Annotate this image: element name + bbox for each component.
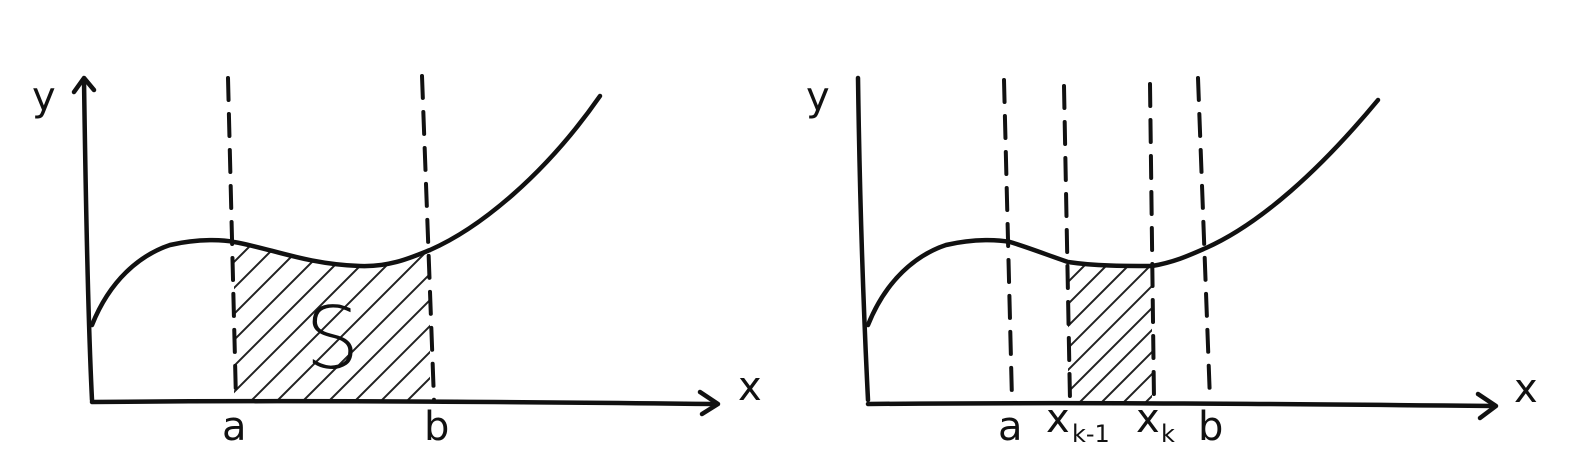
right-hatch-line [1068, 262, 1135, 402]
left-hatch-line [379, 242, 430, 402]
right-y-axis [855, 75, 871, 403]
right-xk-minus-1-label: x [1046, 396, 1070, 442]
right-panel: y x a b x k-1 x k [806, 74, 1538, 450]
left-x-arrowhead [697, 389, 721, 417]
left-hatch-line [234, 242, 287, 402]
left-y-arrowhead [71, 75, 97, 95]
right-x-axis-label: x [1514, 366, 1538, 412]
left-hatched-region [234, 242, 430, 402]
right-x-arrowhead [1475, 391, 1499, 421]
left-hatch-line [234, 242, 313, 402]
right-bound-b-label: b [1198, 404, 1223, 450]
right-bound-b-line [1196, 76, 1212, 402]
left-hatch-line [275, 242, 430, 402]
left-x-axis-label: x [738, 364, 762, 410]
right-xk-line [1148, 82, 1156, 402]
left-hatch-line [234, 242, 339, 402]
left-hatch-line [405, 242, 430, 402]
left-bound-b-label: b [424, 404, 449, 450]
right-bound-a-label: a [998, 404, 1023, 450]
left-y-axis [81, 77, 95, 403]
left-region-label: S [305, 289, 360, 389]
right-x-axis [865, 400, 1497, 409]
right-hatch-line [1068, 262, 1069, 402]
right-xk-minus-1-subscript: k-1 [1072, 420, 1110, 448]
left-hatch-line [353, 242, 430, 402]
right-hatch-line [1068, 262, 1152, 402]
right-hatch-line [1068, 262, 1152, 402]
right-hatch-line [1123, 262, 1152, 402]
left-bound-b-line [420, 74, 436, 402]
right-hatch-line [1079, 262, 1152, 402]
left-hatch-line [327, 242, 430, 402]
left-bound-a-label: a [222, 404, 247, 450]
left-bound-a-line [226, 76, 238, 402]
right-y-axis-label: y [806, 74, 830, 120]
right-hatched-strip [1068, 262, 1152, 402]
left-hatch-line [301, 242, 430, 402]
right-hatch-line [1101, 262, 1152, 402]
right-hatch-line [1068, 262, 1152, 402]
right-bound-a-line [1002, 78, 1014, 402]
right-xk-label: x [1136, 396, 1160, 442]
right-xk-minus-1-line [1062, 84, 1072, 402]
right-hatch-line [1145, 262, 1152, 402]
left-y-axis-label: y [32, 74, 56, 120]
left-panel: y x a b S [32, 74, 762, 450]
right-hatch-line [1068, 262, 1113, 402]
left-x-axis [89, 398, 719, 407]
left-function-curve [89, 93, 603, 328]
right-function-curve [865, 97, 1381, 328]
right-xk-subscript: k [1161, 420, 1175, 448]
